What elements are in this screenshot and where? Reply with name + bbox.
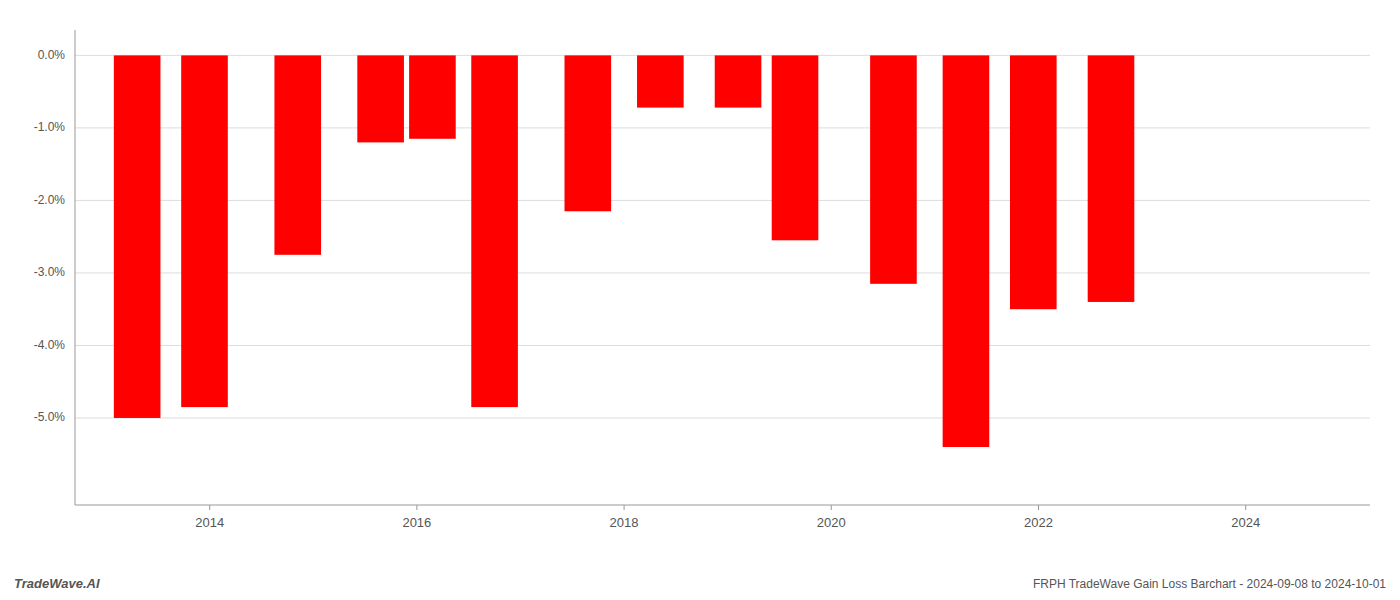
x-tick-label: 2020 (817, 515, 846, 530)
y-tick-label: -1.0% (34, 120, 66, 134)
x-tick-label: 2018 (610, 515, 639, 530)
chart-container: 0.0%-1.0%-2.0%-3.0%-4.0%-5.0%20142016201… (0, 0, 1400, 600)
bar (357, 55, 404, 142)
bar (471, 55, 518, 407)
page: {"chart_data": {"type": "bar", "x": [201… (0, 0, 1400, 600)
x-tick-label: 2014 (195, 515, 224, 530)
grid-line (75, 345, 1370, 346)
bars (114, 55, 1134, 447)
x-tick-label: 2022 (1024, 515, 1053, 530)
bar (637, 55, 684, 107)
bar (772, 55, 819, 240)
bar (181, 55, 228, 407)
bar (409, 55, 456, 138)
x-tick (416, 505, 417, 510)
x-tick (209, 505, 210, 510)
bar (1088, 55, 1135, 302)
bar (565, 55, 612, 211)
bar (1010, 55, 1057, 309)
grid-line (75, 272, 1370, 273)
y-grid (75, 55, 1370, 418)
x-tick (1038, 505, 1039, 510)
x-tick (1245, 505, 1246, 510)
grid-line (75, 200, 1370, 201)
x-ticks: 2014 2016 2018 2020 2022 2024 (195, 505, 1260, 530)
x-tick (624, 505, 625, 510)
footer-left: TradeWave.AI (14, 576, 100, 591)
footer-right: FRPH TradeWave Gain Loss Barchart - 2024… (1033, 577, 1386, 591)
bar (870, 55, 917, 283)
grid-line (75, 417, 1370, 418)
bar (715, 55, 762, 107)
x-tick-label: 2024 (1231, 515, 1260, 530)
bar (114, 55, 161, 418)
grid-line (75, 127, 1370, 128)
bar (274, 55, 321, 254)
x-tick-label: 2016 (402, 515, 431, 530)
x-axis-line (75, 505, 1370, 506)
y-tick-label: -3.0% (34, 265, 66, 279)
chart: 0.0%-1.0%-2.0%-3.0%-4.0%-5.0%20142016201… (0, 0, 1400, 600)
y-tick-label: 0.0% (38, 48, 66, 62)
y-tick-label: -4.0% (34, 338, 66, 352)
x-tick (831, 505, 832, 510)
y-tick-label: -5.0% (34, 410, 66, 424)
y-axis-line (75, 30, 76, 505)
y-tick-labels: 0.0% -1.0% -2.0% -3.0% -4.0% -5.0% (34, 48, 66, 425)
y-tick-label: -2.0% (34, 193, 66, 207)
bar (943, 55, 990, 447)
